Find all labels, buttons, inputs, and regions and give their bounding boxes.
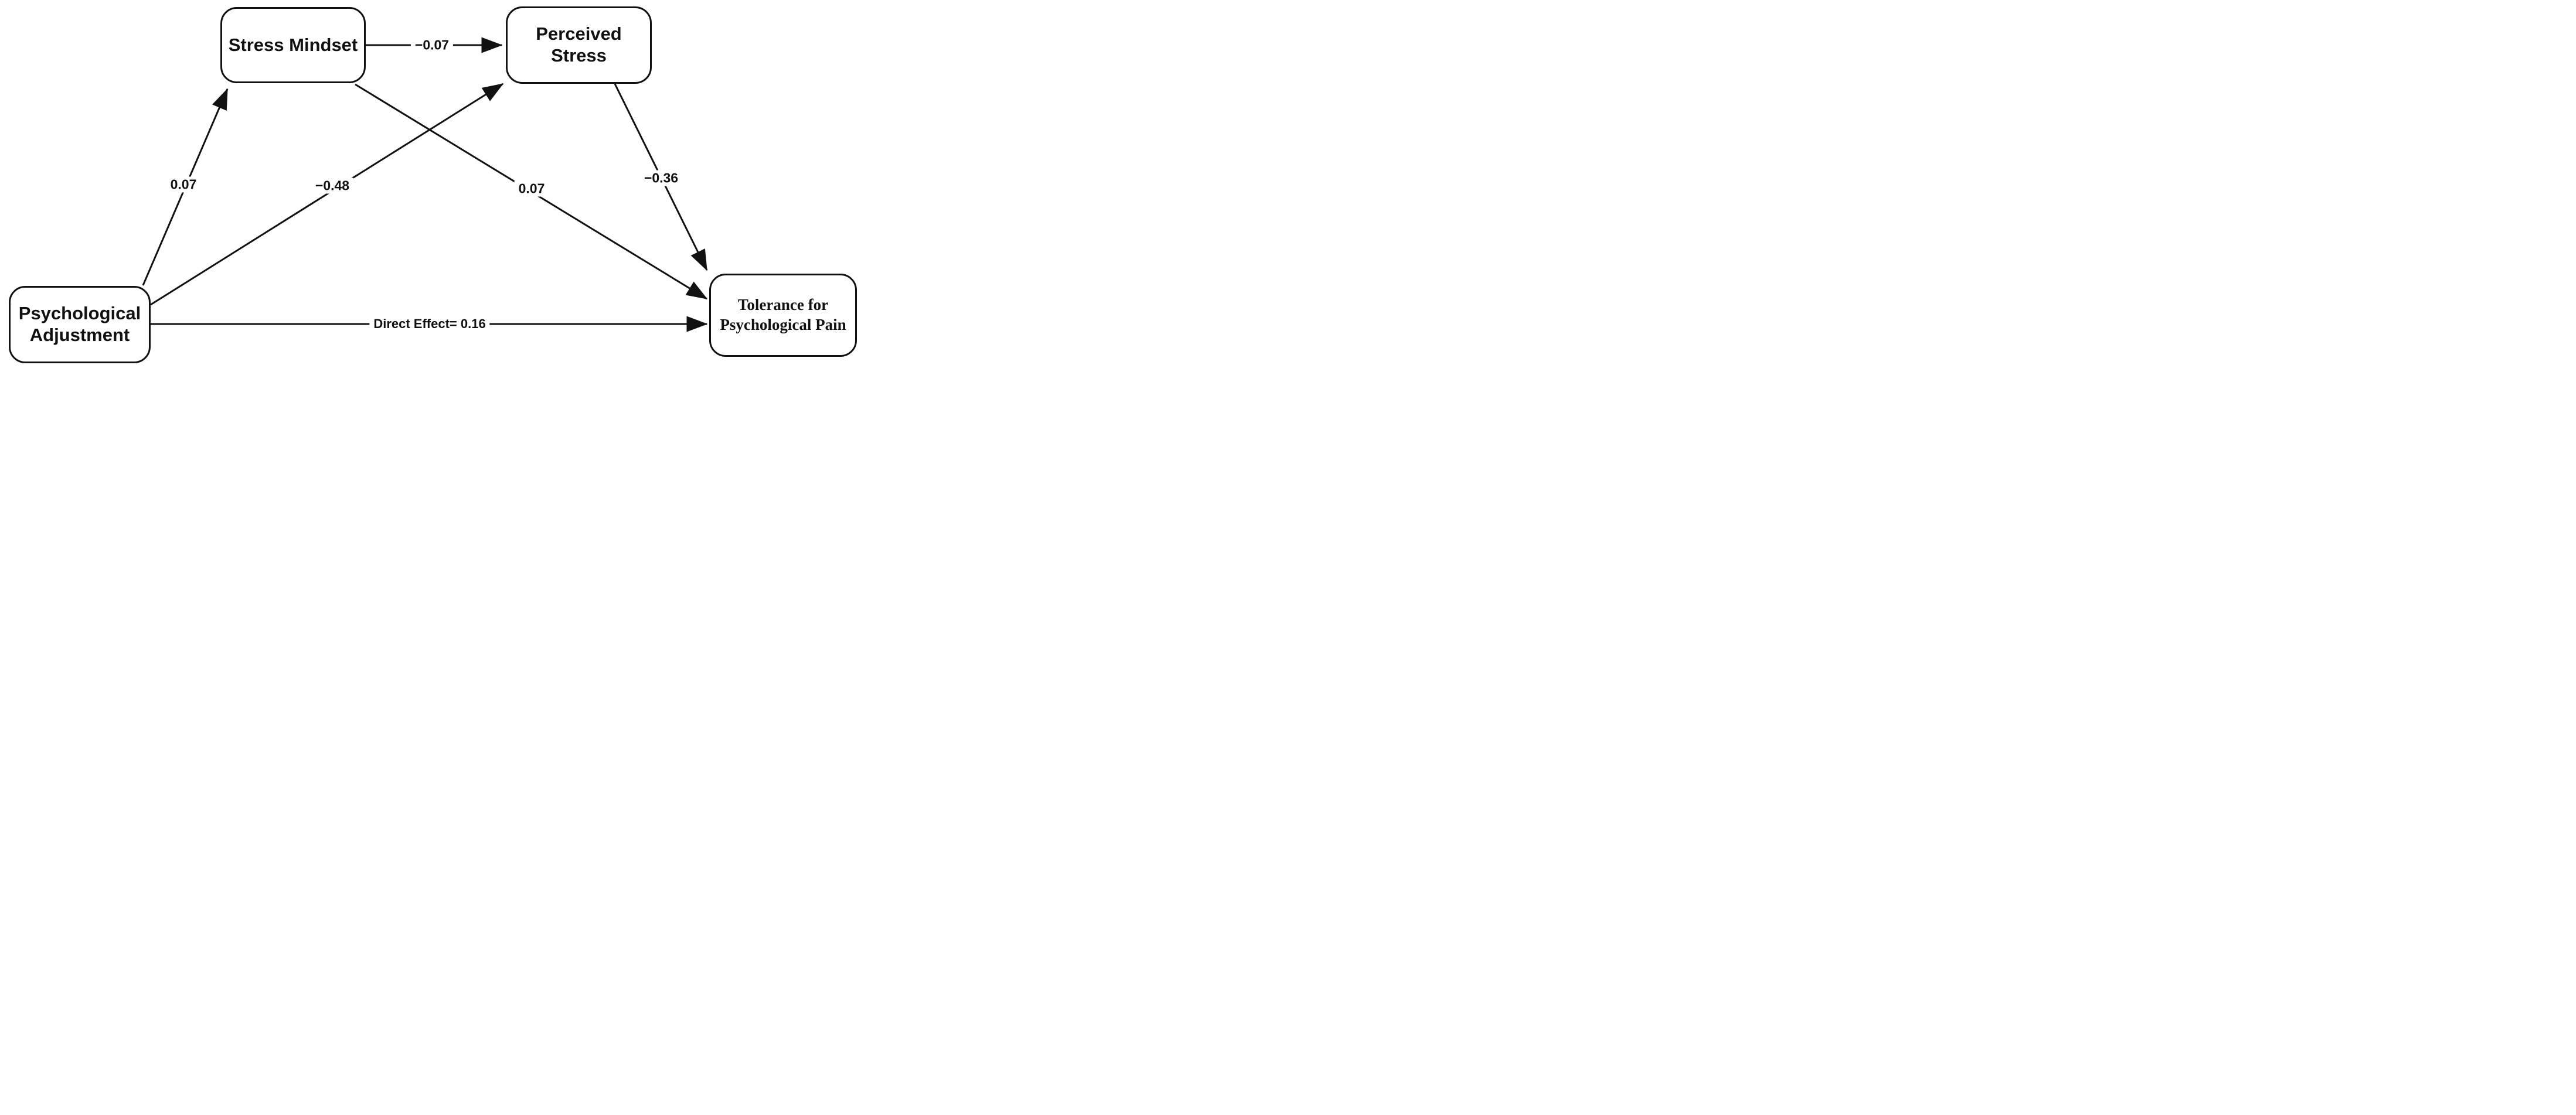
node-perceived-stress: Perceived Stress [506, 6, 652, 84]
node-stress-mindset-label: Stress Mindset [228, 34, 358, 55]
edge-psych-adjustment-to-perceived-stress [150, 83, 504, 306]
node-perceived-stress-label: Perceived Stress [536, 23, 622, 66]
node-tolerance-for-psychological-pain-label: Tolerance for Psychological Pain [720, 296, 846, 333]
edge-label-stress-mindset-to-perceived-stress: −0.07 [410, 37, 454, 53]
node-stress-mindset: Stress Mindset [220, 7, 366, 83]
edge-label-psych-adjustment-to-perceived-stress: −0.48 [311, 178, 354, 194]
edge-label-perceived-stress-to-tolerance: −0.36 [639, 170, 683, 186]
node-tolerance-for-psychological-pain: Tolerance for Psychological Pain [709, 274, 857, 357]
node-psychological-adjustment: Psychological Adjustment [9, 286, 151, 363]
edge-label-psych-adjustment-to-stress-mindset: 0.07 [166, 176, 201, 193]
node-psychological-adjustment-label: Psychological Adjustment [18, 303, 141, 345]
edge-label-stress-mindset-to-tolerance: 0.07 [514, 180, 549, 197]
path-diagram: Stress Mindset Perceived Stress Psycholo… [0, 0, 859, 371]
edge-label-direct-effect: Direct Effect= 0.16 [369, 316, 490, 332]
